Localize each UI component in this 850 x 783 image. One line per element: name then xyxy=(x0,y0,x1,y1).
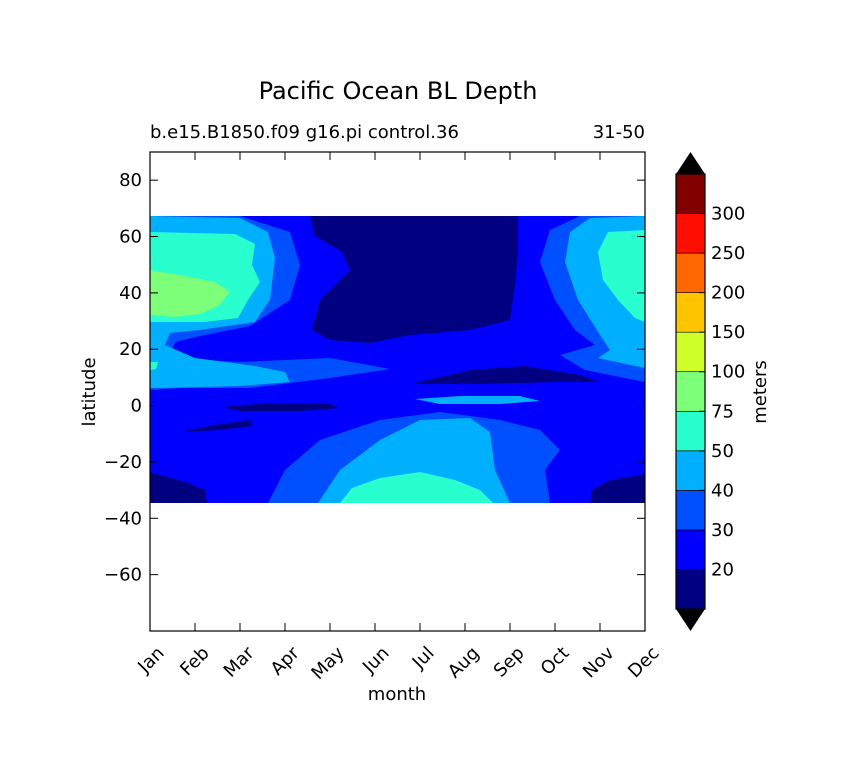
contour-fill-40-50 xyxy=(318,418,510,503)
colorbar-segment xyxy=(675,490,706,531)
y-tick-label: 60 xyxy=(119,227,142,248)
chart-subtitle-left: b.e15.B1850.f09 g16.pi control.36 xyxy=(150,122,459,143)
contour-fill-50-75 xyxy=(598,230,645,322)
contour-fill-below-20 xyxy=(180,420,252,432)
x-tick-label: Jul xyxy=(408,643,439,674)
colorbar-over-triangle xyxy=(676,152,705,174)
contour-fill-below-20 xyxy=(310,216,518,343)
y-axis-label: latitude xyxy=(79,357,100,426)
x-tick-label: Mar xyxy=(220,642,259,681)
x-tick-label: Sep xyxy=(490,643,529,682)
x-tick-label: Apr xyxy=(267,642,304,679)
colorbar-tick-label: 50 xyxy=(711,441,734,462)
colorbar-segment xyxy=(675,529,706,570)
colorbar-segment xyxy=(675,410,706,452)
contour-fill-below-20 xyxy=(590,474,645,503)
x-axis-label: month xyxy=(368,684,426,705)
y-axis-ticks: 80 60 40 20 0 −20 −40 −60 xyxy=(104,170,645,586)
colorbar-segment xyxy=(675,173,706,214)
colorbar-tick-label: 20 xyxy=(711,559,734,580)
plot-frame xyxy=(149,151,646,632)
x-tick-label: Oct xyxy=(537,643,574,680)
colorbar-under-triangle xyxy=(676,609,705,631)
contour-fill-50-75 xyxy=(340,472,493,503)
colorbar-segment xyxy=(675,371,706,412)
contour-fill-below-20 xyxy=(222,403,340,411)
contour-fill-below-20 xyxy=(410,366,600,384)
colorbar-tick-label: 75 xyxy=(711,401,734,422)
colorbar-tick-label: 250 xyxy=(711,243,745,264)
y-tick-label: 0 xyxy=(131,396,142,417)
x-tick-label: Jun xyxy=(358,643,393,678)
x-tick-label: Nov xyxy=(579,642,619,682)
y-tick-label: −40 xyxy=(104,508,142,529)
colorbar-tick-label: 40 xyxy=(711,480,734,501)
x-tick-label: Aug xyxy=(444,643,484,683)
x-tick-label: Dec xyxy=(624,643,663,682)
colorbar-frame xyxy=(675,173,706,610)
y-tick-label: 80 xyxy=(119,170,142,191)
colorbar-tick-label: 30 xyxy=(711,520,734,541)
contour-fills xyxy=(150,216,645,503)
y-tick-label: 20 xyxy=(119,339,142,360)
colorbar-segment xyxy=(675,252,706,293)
colorbar-tick-label: 300 xyxy=(711,204,745,225)
chart-subtitle-right: 31-50 xyxy=(593,122,645,143)
contour-fill-40-50 xyxy=(415,396,540,404)
y-tick-label: −20 xyxy=(104,452,142,473)
x-tick-label: Jan xyxy=(133,643,168,678)
y-tick-label: 40 xyxy=(119,283,142,304)
colorbar-segment xyxy=(675,450,706,491)
x-tick-label: Feb xyxy=(176,643,213,680)
contour-fill-75-100 xyxy=(150,270,230,317)
colorbar-tick-label: 100 xyxy=(711,362,745,383)
plot-area xyxy=(149,151,646,632)
contour-fill-below-20 xyxy=(150,472,207,503)
colorbar-segment xyxy=(675,331,706,373)
colorbar-tick-label: 200 xyxy=(711,283,745,304)
y-tick-label: −60 xyxy=(104,565,142,586)
contour-fill-50-75 xyxy=(150,362,158,370)
colorbar-segment xyxy=(675,569,706,610)
colorbar: 20 30 40 50 75 100 150 200 250 300 xyxy=(675,152,745,631)
colorbar-tick-label: 150 xyxy=(711,322,745,343)
chart-title: Pacific Ocean BL Depth xyxy=(259,77,538,105)
colorbar-segment xyxy=(675,292,706,333)
colorbar-segment xyxy=(675,213,706,254)
colorbar-label: meters xyxy=(750,360,771,424)
x-tick-label: May xyxy=(307,642,348,683)
